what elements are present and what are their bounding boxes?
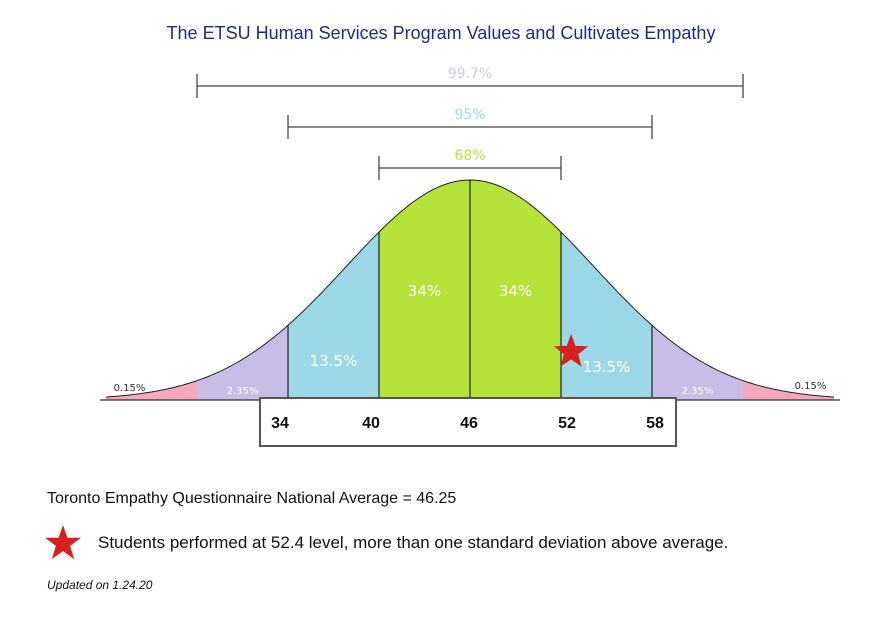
range-bar-99.7%: 99.7% xyxy=(196,66,744,98)
updated-note: Updated on 1.24.20 xyxy=(47,578,153,592)
students-note-row: Students performed at 52.4 level, more t… xyxy=(44,524,728,562)
range-bar-68%: 68% xyxy=(378,148,562,180)
x-tick-label: 52 xyxy=(558,415,576,432)
students-note: Students performed at 52.4 level, more t… xyxy=(98,533,729,552)
star-icon xyxy=(44,524,82,560)
student-score-star-marker xyxy=(553,334,589,367)
x-tick-label: 40 xyxy=(362,415,380,432)
segment-left-center xyxy=(379,180,470,400)
segment-label-left-1sd: 13.5% xyxy=(310,352,358,370)
segment-label-right-center: 34% xyxy=(499,282,532,300)
segment-label-left-center: 34% xyxy=(408,282,441,300)
segment-label-right-1sd: 13.5% xyxy=(583,358,631,376)
segment-label-left-2sd: 2.35% xyxy=(227,386,259,397)
range-label: 68% xyxy=(454,148,485,164)
x-tick-label: 34 xyxy=(271,415,289,432)
chart-title: The ETSU Human Services Program Values a… xyxy=(167,23,716,43)
national-average-note: Toronto Empathy Questionnaire National A… xyxy=(47,490,457,507)
range-bar-95%: 95% xyxy=(287,107,653,139)
segment-label-right-tail: 0.15% xyxy=(795,381,827,392)
x-tick-label: 46 xyxy=(460,415,478,432)
segment-label-right-2sd: 2.35% xyxy=(682,386,714,397)
normal-distribution-chart: The ETSU Human Services Program Values a… xyxy=(100,23,840,447)
range-label: 95% xyxy=(454,107,485,123)
segment-right-center xyxy=(470,180,561,400)
x-axis-box xyxy=(259,397,677,447)
segment-right-1sd xyxy=(561,232,652,400)
segment-left-1sd xyxy=(288,232,379,400)
range-label: 99.7% xyxy=(448,66,492,82)
x-tick-label: 58 xyxy=(646,415,664,432)
segment-label-left-tail: 0.15% xyxy=(114,383,146,394)
